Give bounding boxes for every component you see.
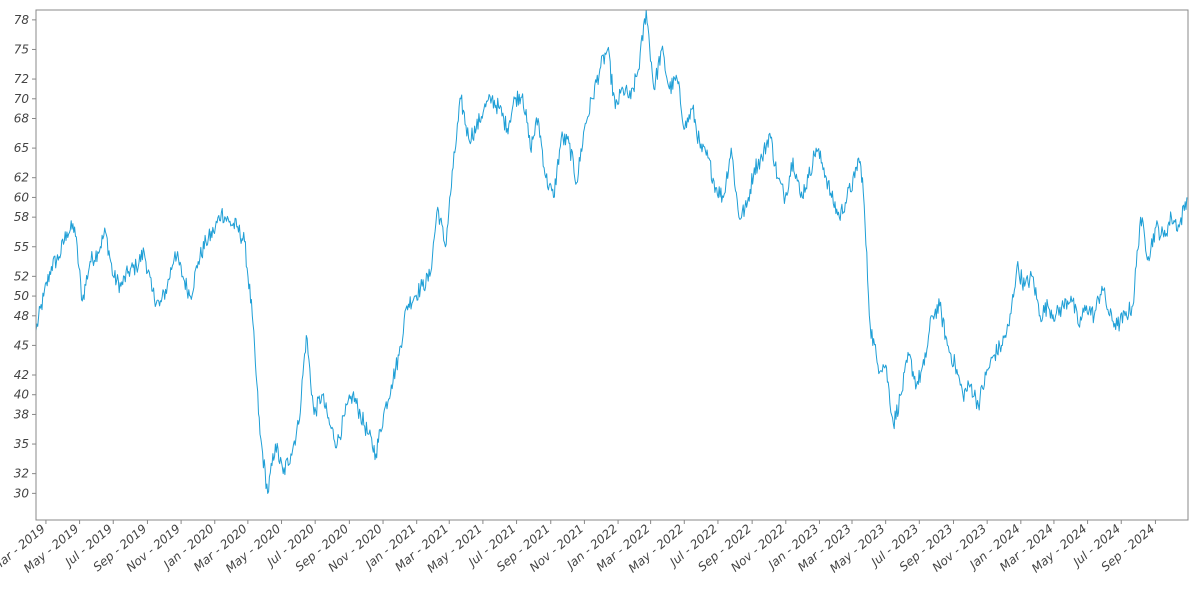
y-tick-label: 52 xyxy=(14,269,29,283)
y-tick-label: 68 xyxy=(14,112,30,126)
plot-frame xyxy=(35,9,1189,521)
y-axis: 30 32 35 38 40 42 45 48 50 52 55 58 60 62 65 68 70 72 75 78 xyxy=(14,13,36,500)
y-tick-label: 78 xyxy=(14,13,30,27)
y-tick-label: 62 xyxy=(14,171,29,185)
y-tick-label: 48 xyxy=(14,309,30,323)
y-tick-label: 58 xyxy=(14,210,30,224)
y-tick-label: 40 xyxy=(14,388,30,402)
y-tick-label: 60 xyxy=(14,190,30,204)
y-tick-label: 35 xyxy=(14,437,29,451)
y-tick-label: 72 xyxy=(14,72,29,86)
y-tick-label: 75 xyxy=(14,42,29,56)
y-tick-label: 70 xyxy=(14,92,30,106)
plot-background xyxy=(36,10,1188,520)
y-tick-label: 65 xyxy=(14,141,29,155)
y-tick-label: 55 xyxy=(14,240,29,254)
y-tick-label: 32 xyxy=(14,467,29,481)
y-tick-label: 42 xyxy=(14,368,29,382)
y-tick-label: 38 xyxy=(14,407,30,421)
series-layer xyxy=(35,9,1188,494)
y-tick-label: 50 xyxy=(14,289,30,303)
series-line xyxy=(35,9,1188,494)
y-tick-label: 45 xyxy=(14,338,29,352)
y-tick-label: 30 xyxy=(14,486,30,500)
